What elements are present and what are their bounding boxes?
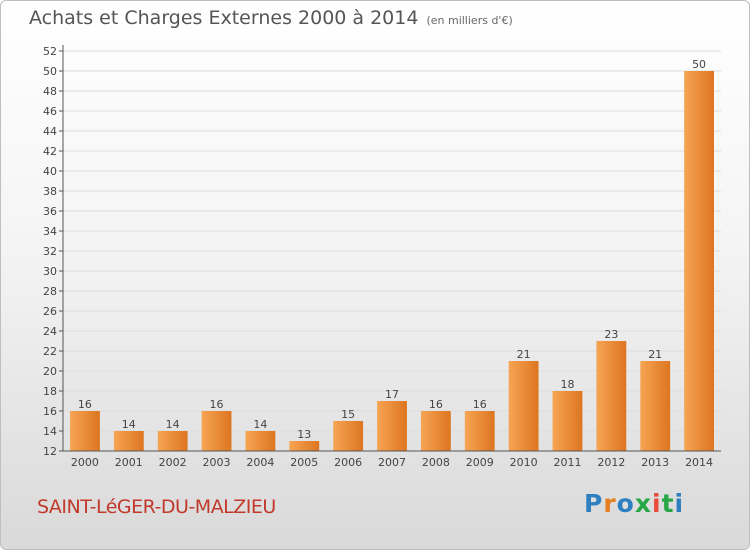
x-tick-label: 2012 bbox=[597, 456, 625, 469]
y-tick-label: 24 bbox=[43, 325, 57, 338]
data-label: 13 bbox=[297, 428, 311, 441]
chart-title: Achats et Charges Externes 2000 à 2014 (e… bbox=[29, 7, 513, 29]
y-tick-label: 46 bbox=[43, 105, 57, 118]
bar bbox=[377, 401, 407, 451]
y-axis: 12 14 16 18 20 22 24 26 28 30 32 34 36 38 40 42 44 46 48 50… bbox=[43, 45, 64, 458]
y-tick-label: 48 bbox=[43, 85, 57, 98]
y-tick-label: 50 bbox=[43, 65, 57, 78]
data-label: 15 bbox=[341, 408, 355, 421]
logo-letter: x bbox=[634, 489, 652, 518]
data-label: 16 bbox=[429, 398, 443, 411]
bar bbox=[289, 441, 320, 451]
y-tick-label: 22 bbox=[43, 345, 57, 358]
bar bbox=[157, 431, 188, 451]
y-tick-label: 14 bbox=[43, 425, 57, 438]
y-tick-label: 36 bbox=[43, 205, 57, 218]
bar bbox=[420, 411, 451, 451]
x-tick-label: 2004 bbox=[246, 456, 274, 469]
data-label: 50 bbox=[692, 58, 706, 71]
x-tick-label: 2001 bbox=[115, 456, 143, 469]
x-tick-label: 2014 bbox=[685, 456, 713, 469]
x-tick-label: 2002 bbox=[159, 456, 187, 469]
y-tick-label: 34 bbox=[43, 225, 57, 238]
y-tick-label: 30 bbox=[43, 265, 57, 278]
x-tick-label: 2003 bbox=[203, 456, 231, 469]
logo-letter: o bbox=[616, 489, 635, 518]
chart-unit: (en milliers d'€) bbox=[426, 14, 513, 27]
y-tick-label: 44 bbox=[43, 125, 57, 138]
bar bbox=[508, 361, 539, 451]
x-tick-label: 2007 bbox=[378, 456, 406, 469]
x-tick-label: 2010 bbox=[510, 456, 538, 469]
bar bbox=[201, 411, 232, 451]
y-tick-label: 40 bbox=[43, 165, 57, 178]
x-axis: 2000 2001 2002 2003 2004 2005 2006 2007 2008 2009… bbox=[63, 450, 721, 469]
data-label: 17 bbox=[385, 388, 399, 401]
data-label: 16 bbox=[473, 398, 487, 411]
bar bbox=[464, 411, 495, 451]
logo-letter: t bbox=[661, 489, 675, 518]
x-tick-label: 2009 bbox=[466, 456, 494, 469]
bar bbox=[245, 431, 276, 451]
y-tick-label: 52 bbox=[43, 45, 57, 58]
data-label: 16 bbox=[78, 398, 92, 411]
logo-letter: P bbox=[584, 489, 604, 518]
data-label: 16 bbox=[210, 398, 224, 411]
bar bbox=[684, 71, 714, 451]
y-tick-label: 18 bbox=[43, 385, 57, 398]
x-tick-label: 2005 bbox=[290, 456, 318, 469]
data-label: 14 bbox=[122, 418, 136, 431]
bar bbox=[596, 341, 627, 451]
data-label: 21 bbox=[648, 348, 662, 361]
bar bbox=[552, 391, 583, 451]
y-tick-label: 38 bbox=[43, 185, 57, 198]
bar bbox=[70, 411, 100, 451]
y-tick-label: 16 bbox=[43, 405, 57, 418]
logo-letter: i bbox=[674, 489, 685, 518]
logo-letter: i bbox=[652, 489, 662, 518]
data-label: 23 bbox=[604, 328, 618, 341]
chart-title-text: Achats et Charges Externes 2000 à 2014 bbox=[29, 7, 419, 29]
data-label: 18 bbox=[560, 378, 574, 391]
bar bbox=[113, 431, 144, 451]
y-tick-label: 12 bbox=[43, 445, 57, 458]
x-tick-label: 2006 bbox=[334, 456, 362, 469]
y-tick-label: 32 bbox=[43, 245, 57, 258]
data-labels: 16 14 14 16 14 13 15 17 16 16 21 18 23 21 50 bbox=[78, 58, 706, 441]
data-label: 21 bbox=[517, 348, 531, 361]
data-label: 14 bbox=[253, 418, 267, 431]
bar bbox=[333, 421, 364, 451]
y-tick-label: 42 bbox=[43, 145, 57, 158]
proxiti-logo: Proxiti bbox=[584, 489, 684, 518]
logo-letter: r bbox=[603, 489, 617, 518]
bars bbox=[70, 71, 714, 451]
bar bbox=[640, 361, 671, 451]
data-label: 14 bbox=[166, 418, 180, 431]
place-name: SAINT-LéGER-DU-MALZIEU bbox=[37, 496, 276, 518]
y-tick-label: 20 bbox=[43, 365, 57, 378]
y-tick-label: 28 bbox=[43, 285, 57, 298]
y-tick-label: 26 bbox=[43, 305, 57, 318]
x-tick-label: 2011 bbox=[553, 456, 581, 469]
x-tick-label: 2013 bbox=[641, 456, 669, 469]
x-tick-label: 2008 bbox=[422, 456, 450, 469]
x-tick-label: 2000 bbox=[71, 456, 99, 469]
